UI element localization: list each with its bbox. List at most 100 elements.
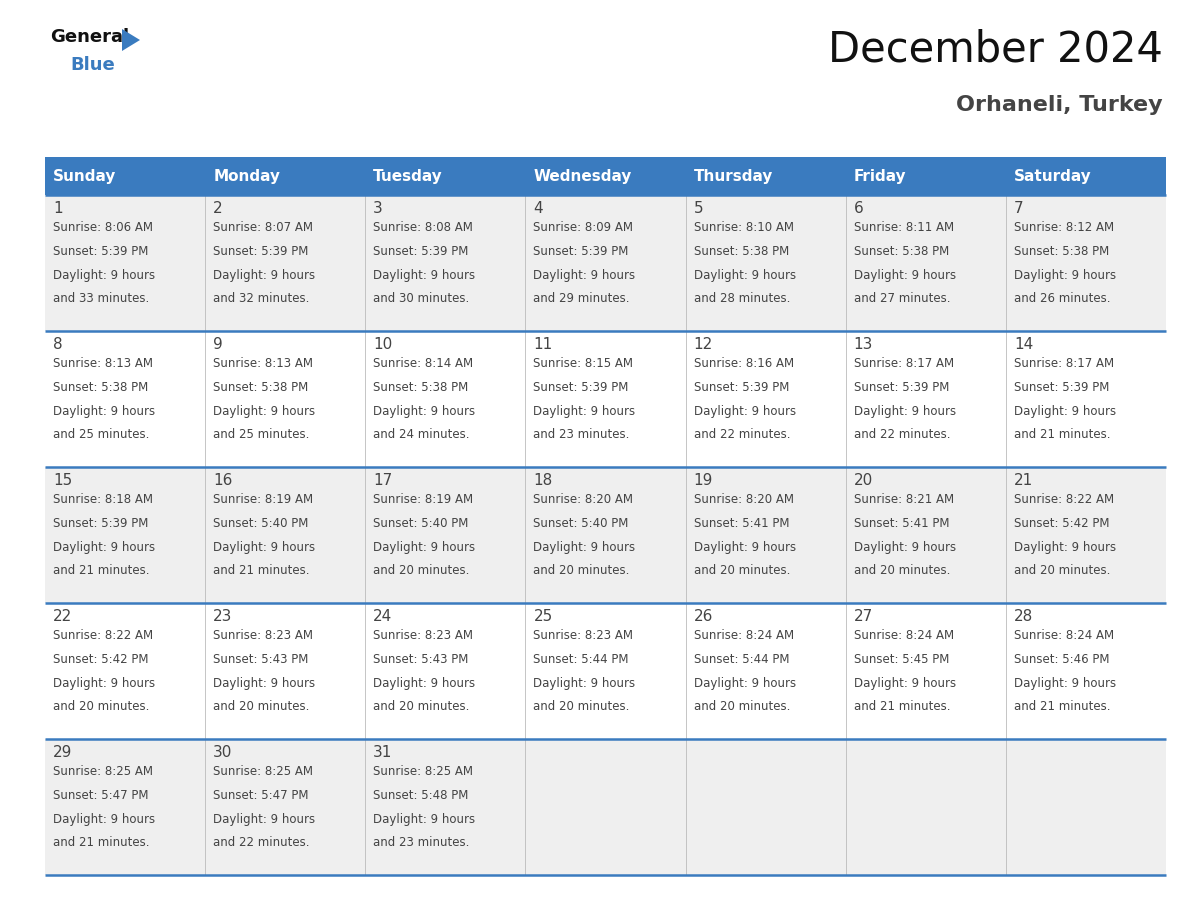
Text: Daylight: 9 hours: Daylight: 9 hours: [533, 405, 636, 418]
Text: 13: 13: [854, 337, 873, 352]
Text: Daylight: 9 hours: Daylight: 9 hours: [854, 677, 956, 689]
Text: Sunrise: 8:09 AM: Sunrise: 8:09 AM: [533, 221, 633, 234]
Text: 19: 19: [694, 473, 713, 488]
Text: and 20 minutes.: and 20 minutes.: [694, 700, 790, 713]
Text: Sunrise: 8:11 AM: Sunrise: 8:11 AM: [854, 221, 954, 234]
Text: Sunset: 5:39 PM: Sunset: 5:39 PM: [373, 245, 468, 258]
Text: Sunrise: 8:25 AM: Sunrise: 8:25 AM: [53, 765, 153, 778]
Text: 12: 12: [694, 337, 713, 352]
Text: and 21 minutes.: and 21 minutes.: [53, 836, 150, 849]
Bar: [1006, 157, 1165, 195]
Text: Sunset: 5:40 PM: Sunset: 5:40 PM: [213, 517, 309, 530]
Text: 30: 30: [213, 745, 233, 760]
Text: and 27 minutes.: and 27 minutes.: [854, 293, 950, 306]
Text: 25: 25: [533, 609, 552, 624]
Text: and 21 minutes.: and 21 minutes.: [1013, 700, 1111, 713]
Text: Sunrise: 8:17 AM: Sunrise: 8:17 AM: [1013, 357, 1114, 370]
Text: 15: 15: [53, 473, 72, 488]
Text: 6: 6: [854, 201, 864, 216]
Text: Sunset: 5:39 PM: Sunset: 5:39 PM: [533, 245, 628, 258]
Text: 2: 2: [213, 201, 223, 216]
Text: and 20 minutes.: and 20 minutes.: [213, 700, 310, 713]
Text: and 24 minutes.: and 24 minutes.: [373, 429, 469, 442]
Text: Daylight: 9 hours: Daylight: 9 hours: [213, 541, 315, 554]
Text: Sunday: Sunday: [53, 169, 116, 184]
Text: 31: 31: [373, 745, 393, 760]
Text: Sunrise: 8:12 AM: Sunrise: 8:12 AM: [1013, 221, 1114, 234]
Text: Sunset: 5:43 PM: Sunset: 5:43 PM: [373, 653, 468, 666]
Text: Sunset: 5:41 PM: Sunset: 5:41 PM: [854, 517, 949, 530]
Text: Sunrise: 8:25 AM: Sunrise: 8:25 AM: [213, 765, 314, 778]
Text: Blue: Blue: [70, 56, 115, 74]
Text: Daylight: 9 hours: Daylight: 9 hours: [373, 677, 475, 689]
Text: Sunrise: 8:24 AM: Sunrise: 8:24 AM: [854, 629, 954, 642]
Text: General: General: [50, 28, 129, 46]
Text: Sunset: 5:39 PM: Sunset: 5:39 PM: [213, 245, 309, 258]
Text: Sunset: 5:48 PM: Sunset: 5:48 PM: [373, 789, 468, 801]
Text: Daylight: 9 hours: Daylight: 9 hours: [1013, 269, 1116, 282]
Text: Sunset: 5:44 PM: Sunset: 5:44 PM: [533, 653, 628, 666]
Text: Sunset: 5:38 PM: Sunset: 5:38 PM: [854, 245, 949, 258]
Text: Sunrise: 8:24 AM: Sunrise: 8:24 AM: [694, 629, 794, 642]
Text: Sunset: 5:39 PM: Sunset: 5:39 PM: [533, 381, 628, 394]
Text: 26: 26: [694, 609, 713, 624]
Polygon shape: [122, 29, 140, 51]
Text: Sunset: 5:40 PM: Sunset: 5:40 PM: [373, 517, 468, 530]
Text: and 22 minutes.: and 22 minutes.: [854, 429, 950, 442]
Text: Daylight: 9 hours: Daylight: 9 hours: [53, 269, 156, 282]
Text: Sunrise: 8:08 AM: Sunrise: 8:08 AM: [373, 221, 473, 234]
Text: Daylight: 9 hours: Daylight: 9 hours: [854, 405, 956, 418]
Text: Sunrise: 8:18 AM: Sunrise: 8:18 AM: [53, 493, 153, 506]
Text: Sunset: 5:42 PM: Sunset: 5:42 PM: [1013, 517, 1110, 530]
Bar: [45, 739, 1165, 875]
Text: Daylight: 9 hours: Daylight: 9 hours: [854, 541, 956, 554]
Text: Sunrise: 8:21 AM: Sunrise: 8:21 AM: [854, 493, 954, 506]
Text: Daylight: 9 hours: Daylight: 9 hours: [694, 677, 796, 689]
Text: Daylight: 9 hours: Daylight: 9 hours: [373, 269, 475, 282]
Text: Sunrise: 8:23 AM: Sunrise: 8:23 AM: [213, 629, 314, 642]
Text: Sunset: 5:43 PM: Sunset: 5:43 PM: [213, 653, 309, 666]
Text: Sunrise: 8:24 AM: Sunrise: 8:24 AM: [1013, 629, 1114, 642]
Text: and 33 minutes.: and 33 minutes.: [53, 293, 150, 306]
Text: Daylight: 9 hours: Daylight: 9 hours: [533, 541, 636, 554]
Text: 23: 23: [213, 609, 233, 624]
Text: Sunrise: 8:10 AM: Sunrise: 8:10 AM: [694, 221, 794, 234]
Text: Thursday: Thursday: [694, 169, 773, 184]
Text: and 20 minutes.: and 20 minutes.: [53, 700, 150, 713]
Text: Daylight: 9 hours: Daylight: 9 hours: [533, 269, 636, 282]
Bar: [45, 331, 1165, 467]
Text: and 26 minutes.: and 26 minutes.: [1013, 293, 1111, 306]
Text: Daylight: 9 hours: Daylight: 9 hours: [1013, 405, 1116, 418]
Text: Sunrise: 8:25 AM: Sunrise: 8:25 AM: [373, 765, 473, 778]
Text: Daylight: 9 hours: Daylight: 9 hours: [533, 677, 636, 689]
Text: 10: 10: [373, 337, 392, 352]
Text: Sunset: 5:40 PM: Sunset: 5:40 PM: [533, 517, 628, 530]
Text: Daylight: 9 hours: Daylight: 9 hours: [694, 405, 796, 418]
Text: Sunrise: 8:14 AM: Sunrise: 8:14 AM: [373, 357, 473, 370]
Text: Friday: Friday: [854, 169, 906, 184]
Text: and 22 minutes.: and 22 minutes.: [213, 836, 310, 849]
Text: and 30 minutes.: and 30 minutes.: [373, 293, 469, 306]
Text: Sunrise: 8:13 AM: Sunrise: 8:13 AM: [213, 357, 314, 370]
Text: Sunrise: 8:20 AM: Sunrise: 8:20 AM: [694, 493, 794, 506]
Text: and 25 minutes.: and 25 minutes.: [213, 429, 310, 442]
Text: 24: 24: [373, 609, 392, 624]
Text: Sunset: 5:39 PM: Sunset: 5:39 PM: [53, 517, 148, 530]
Bar: [846, 157, 1006, 195]
Bar: [525, 157, 685, 195]
Text: 9: 9: [213, 337, 223, 352]
Text: Sunset: 5:38 PM: Sunset: 5:38 PM: [694, 245, 789, 258]
Text: Sunset: 5:38 PM: Sunset: 5:38 PM: [213, 381, 309, 394]
Text: Sunrise: 8:15 AM: Sunrise: 8:15 AM: [533, 357, 633, 370]
Text: 22: 22: [53, 609, 72, 624]
Text: and 20 minutes.: and 20 minutes.: [694, 565, 790, 577]
Text: Sunset: 5:45 PM: Sunset: 5:45 PM: [854, 653, 949, 666]
Bar: [45, 195, 1165, 331]
Text: 28: 28: [1013, 609, 1034, 624]
Text: Sunrise: 8:16 AM: Sunrise: 8:16 AM: [694, 357, 794, 370]
Text: Daylight: 9 hours: Daylight: 9 hours: [53, 677, 156, 689]
Text: 8: 8: [53, 337, 63, 352]
Text: 16: 16: [213, 473, 233, 488]
Text: Sunrise: 8:20 AM: Sunrise: 8:20 AM: [533, 493, 633, 506]
Text: Daylight: 9 hours: Daylight: 9 hours: [1013, 677, 1116, 689]
